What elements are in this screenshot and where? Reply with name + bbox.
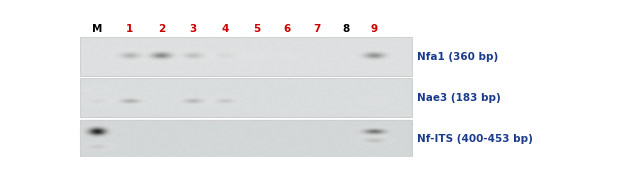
Text: Nae3 (183 bp): Nae3 (183 bp) bbox=[417, 93, 501, 103]
Text: 9: 9 bbox=[371, 24, 378, 34]
Text: 6: 6 bbox=[284, 24, 291, 34]
Text: 8: 8 bbox=[343, 24, 350, 34]
Text: 1: 1 bbox=[126, 24, 134, 34]
Text: Nf-ITS (400-453 bp): Nf-ITS (400-453 bp) bbox=[417, 134, 533, 144]
Bar bbox=[80, 37, 412, 76]
Bar bbox=[80, 78, 412, 117]
Bar bbox=[80, 120, 412, 158]
Text: 3: 3 bbox=[189, 24, 197, 34]
Text: 4: 4 bbox=[221, 24, 229, 34]
Text: 2: 2 bbox=[158, 24, 165, 34]
Text: M: M bbox=[92, 24, 102, 34]
Text: Nfa1 (360 bp): Nfa1 (360 bp) bbox=[417, 52, 498, 62]
Text: 7: 7 bbox=[314, 24, 321, 34]
Text: 5: 5 bbox=[253, 24, 260, 34]
